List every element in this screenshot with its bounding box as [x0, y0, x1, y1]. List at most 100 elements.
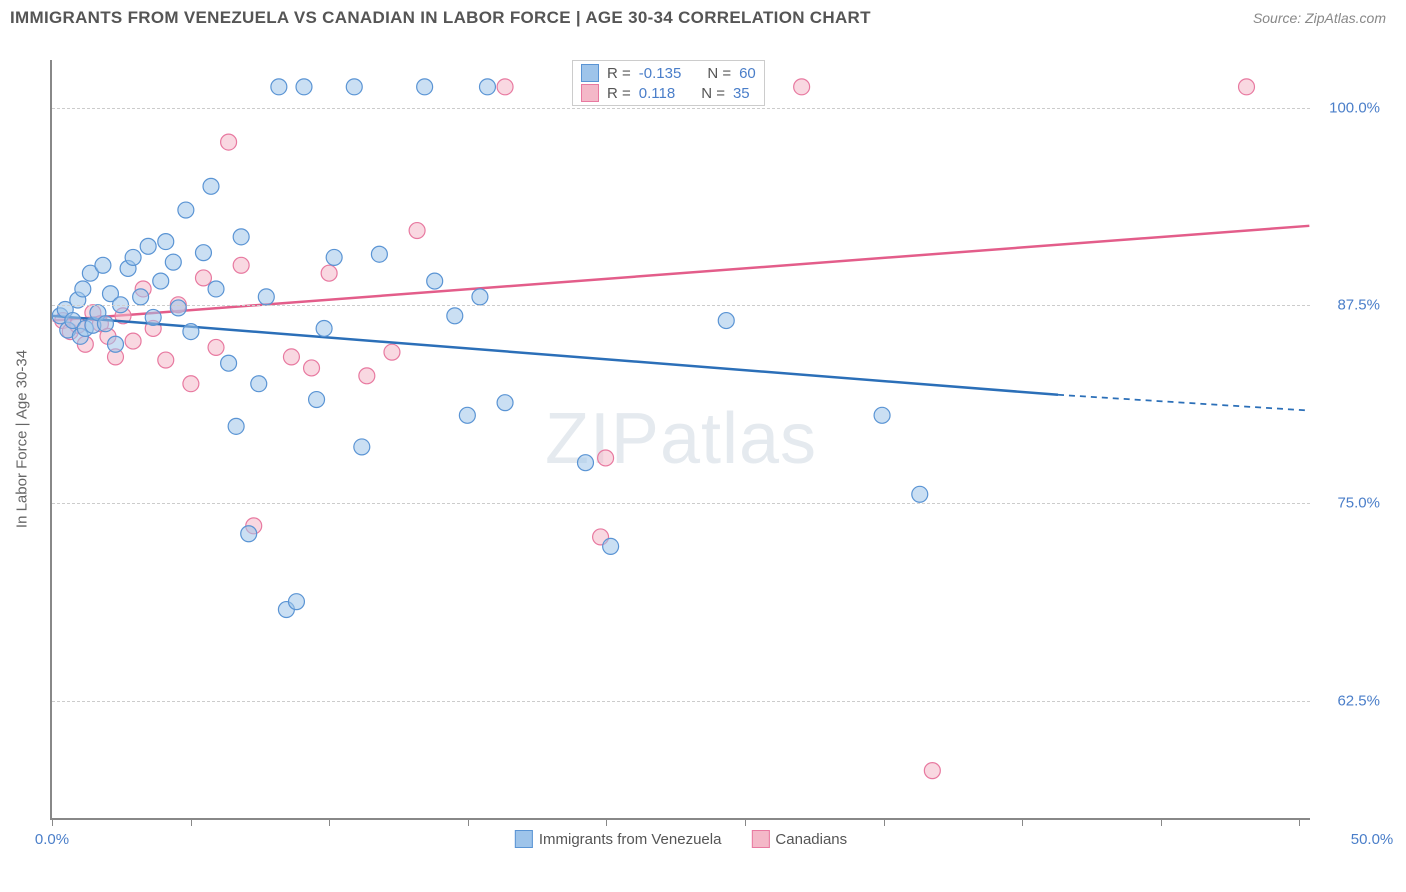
scatter-svg [52, 60, 1310, 818]
n-value-0: 60 [739, 65, 756, 82]
gridline-h [52, 701, 1310, 702]
scatter-point [125, 249, 141, 265]
chart-title: IMMIGRANTS FROM VENEZUELA VS CANADIAN IN… [10, 8, 871, 28]
x-tick [52, 818, 53, 826]
scatter-point [228, 418, 244, 434]
scatter-point [133, 289, 149, 305]
x-tick [1161, 818, 1162, 826]
scatter-point [97, 316, 113, 332]
scatter-point [718, 313, 734, 329]
scatter-point [258, 289, 274, 305]
scatter-point [233, 229, 249, 245]
scatter-point [354, 439, 370, 455]
x-tick [884, 818, 885, 826]
scatter-point [874, 407, 890, 423]
scatter-point [208, 339, 224, 355]
scatter-point [447, 308, 463, 324]
n-label-1: N = [701, 85, 725, 102]
scatter-point [346, 79, 362, 95]
scatter-point [271, 79, 287, 95]
legend-stats: R = -0.135 N = 60 R = 0.118 N = 35 [572, 60, 765, 106]
scatter-point [598, 450, 614, 466]
scatter-point [208, 281, 224, 297]
scatter-point [304, 360, 320, 376]
scatter-point [108, 336, 124, 352]
x-tick [606, 818, 607, 826]
scatter-point [221, 134, 237, 150]
plot-area: In Labor Force | Age 30-34 ZIPatlas R = … [50, 60, 1310, 820]
scatter-point [183, 376, 199, 392]
scatter-point [578, 455, 594, 471]
x-tick-label-min: 0.0% [35, 831, 69, 848]
scatter-point [309, 392, 325, 408]
scatter-point [183, 324, 199, 340]
scatter-point [371, 246, 387, 262]
y-tick-label: 87.5% [1337, 297, 1380, 314]
scatter-point [283, 349, 299, 365]
legend-bottom-swatch-1 [751, 830, 769, 848]
x-tick [745, 818, 746, 826]
scatter-point [140, 238, 156, 254]
scatter-point [497, 395, 513, 411]
scatter-point [170, 300, 186, 316]
legend-bottom-label-1: Canadians [775, 831, 847, 848]
x-tick-label-max: 50.0% [1351, 831, 1394, 848]
y-axis-label: In Labor Force | Age 30-34 [14, 350, 31, 528]
gridline-h [52, 108, 1310, 109]
scatter-point [145, 309, 161, 325]
x-tick [1299, 818, 1300, 826]
scatter-point [472, 289, 488, 305]
scatter-point [221, 355, 237, 371]
scatter-point [924, 763, 940, 779]
scatter-point [195, 270, 211, 286]
scatter-point [479, 79, 495, 95]
scatter-point [794, 79, 810, 95]
x-tick [329, 818, 330, 826]
scatter-point [158, 352, 174, 368]
n-value-1: 35 [733, 85, 750, 102]
scatter-point [384, 344, 400, 360]
scatter-point [195, 245, 211, 261]
scatter-point [95, 257, 111, 273]
scatter-point [326, 249, 342, 265]
legend-stats-row-0: R = -0.135 N = 60 [581, 63, 756, 83]
legend-swatch-1 [581, 84, 599, 102]
scatter-point [165, 254, 181, 270]
scatter-point [233, 257, 249, 273]
r-value-1: 0.118 [639, 85, 675, 102]
legend-stats-row-1: R = 0.118 N = 35 [581, 83, 756, 103]
trend-line-dashed [1058, 395, 1309, 411]
r-value-0: -0.135 [639, 65, 682, 82]
scatter-point [125, 333, 141, 349]
n-label-0: N = [707, 65, 731, 82]
scatter-point [359, 368, 375, 384]
scatter-point [241, 526, 257, 542]
source-label: Source: ZipAtlas.com [1253, 10, 1386, 26]
y-tick-label: 100.0% [1329, 99, 1380, 116]
chart-container: In Labor Force | Age 30-34 ZIPatlas R = … [50, 40, 1395, 840]
scatter-point [603, 538, 619, 554]
scatter-point [497, 79, 513, 95]
x-tick [468, 818, 469, 826]
scatter-point [75, 281, 91, 297]
scatter-point [321, 265, 337, 281]
r-label-1: R = [607, 85, 631, 102]
legend-bottom-item-0: Immigrants from Venezuela [515, 830, 722, 848]
x-tick [191, 818, 192, 826]
scatter-point [316, 320, 332, 336]
r-label-0: R = [607, 65, 631, 82]
legend-bottom-label-0: Immigrants from Venezuela [539, 831, 722, 848]
scatter-point [178, 202, 194, 218]
gridline-h [52, 503, 1310, 504]
legend-bottom-item-1: Canadians [751, 830, 847, 848]
trend-line [53, 316, 1058, 395]
scatter-point [288, 594, 304, 610]
gridline-h [52, 305, 1310, 306]
scatter-point [1239, 79, 1255, 95]
legend-swatch-0 [581, 64, 599, 82]
y-tick-label: 75.0% [1337, 495, 1380, 512]
scatter-point [296, 79, 312, 95]
scatter-point [417, 79, 433, 95]
legend-bottom-swatch-0 [515, 830, 533, 848]
scatter-point [203, 178, 219, 194]
